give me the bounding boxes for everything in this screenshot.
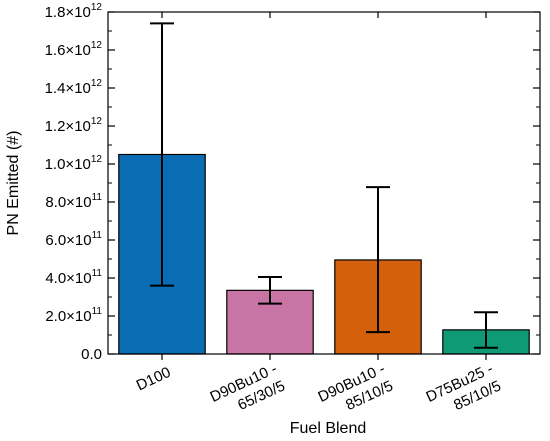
- x-tick-label: D100: [134, 364, 174, 395]
- y-tick-label: 4.0×1011: [45, 268, 102, 287]
- bars-layer: [118, 153, 530, 355]
- y-tick-label: 6.0×1011: [45, 230, 102, 249]
- y-tick-label: 1.2×1012: [45, 116, 103, 135]
- y-axis: 0.0 2.0×1011 4.0×1011 6.0×1011 8.0×1011 1.0×1…: [45, 2, 540, 363]
- y-axis-title: PN Emitted (#): [5, 131, 22, 236]
- y-tick-label: 1.6×1012: [45, 40, 103, 59]
- x-tick-label: D75Bu25 -85/10/5: [424, 360, 504, 423]
- x-axis-title: Fuel Blend: [290, 420, 367, 437]
- x-tick-label: D90Bu10 -65/30/5: [208, 360, 288, 423]
- y-tick-label: 2.0×1011: [45, 306, 102, 325]
- x-tick-label: D90Bu10 -85/10/5: [316, 360, 396, 423]
- y-tick-label: 8.0×1011: [45, 192, 102, 211]
- y-tick-label: 1.8×1012: [45, 2, 103, 21]
- y-tick-label: 1.0×1012: [45, 154, 103, 173]
- y-tick-label: 0.0: [81, 346, 102, 363]
- y-tick-label: 1.4×1012: [45, 78, 103, 97]
- error-bars-layer: [150, 22, 498, 349]
